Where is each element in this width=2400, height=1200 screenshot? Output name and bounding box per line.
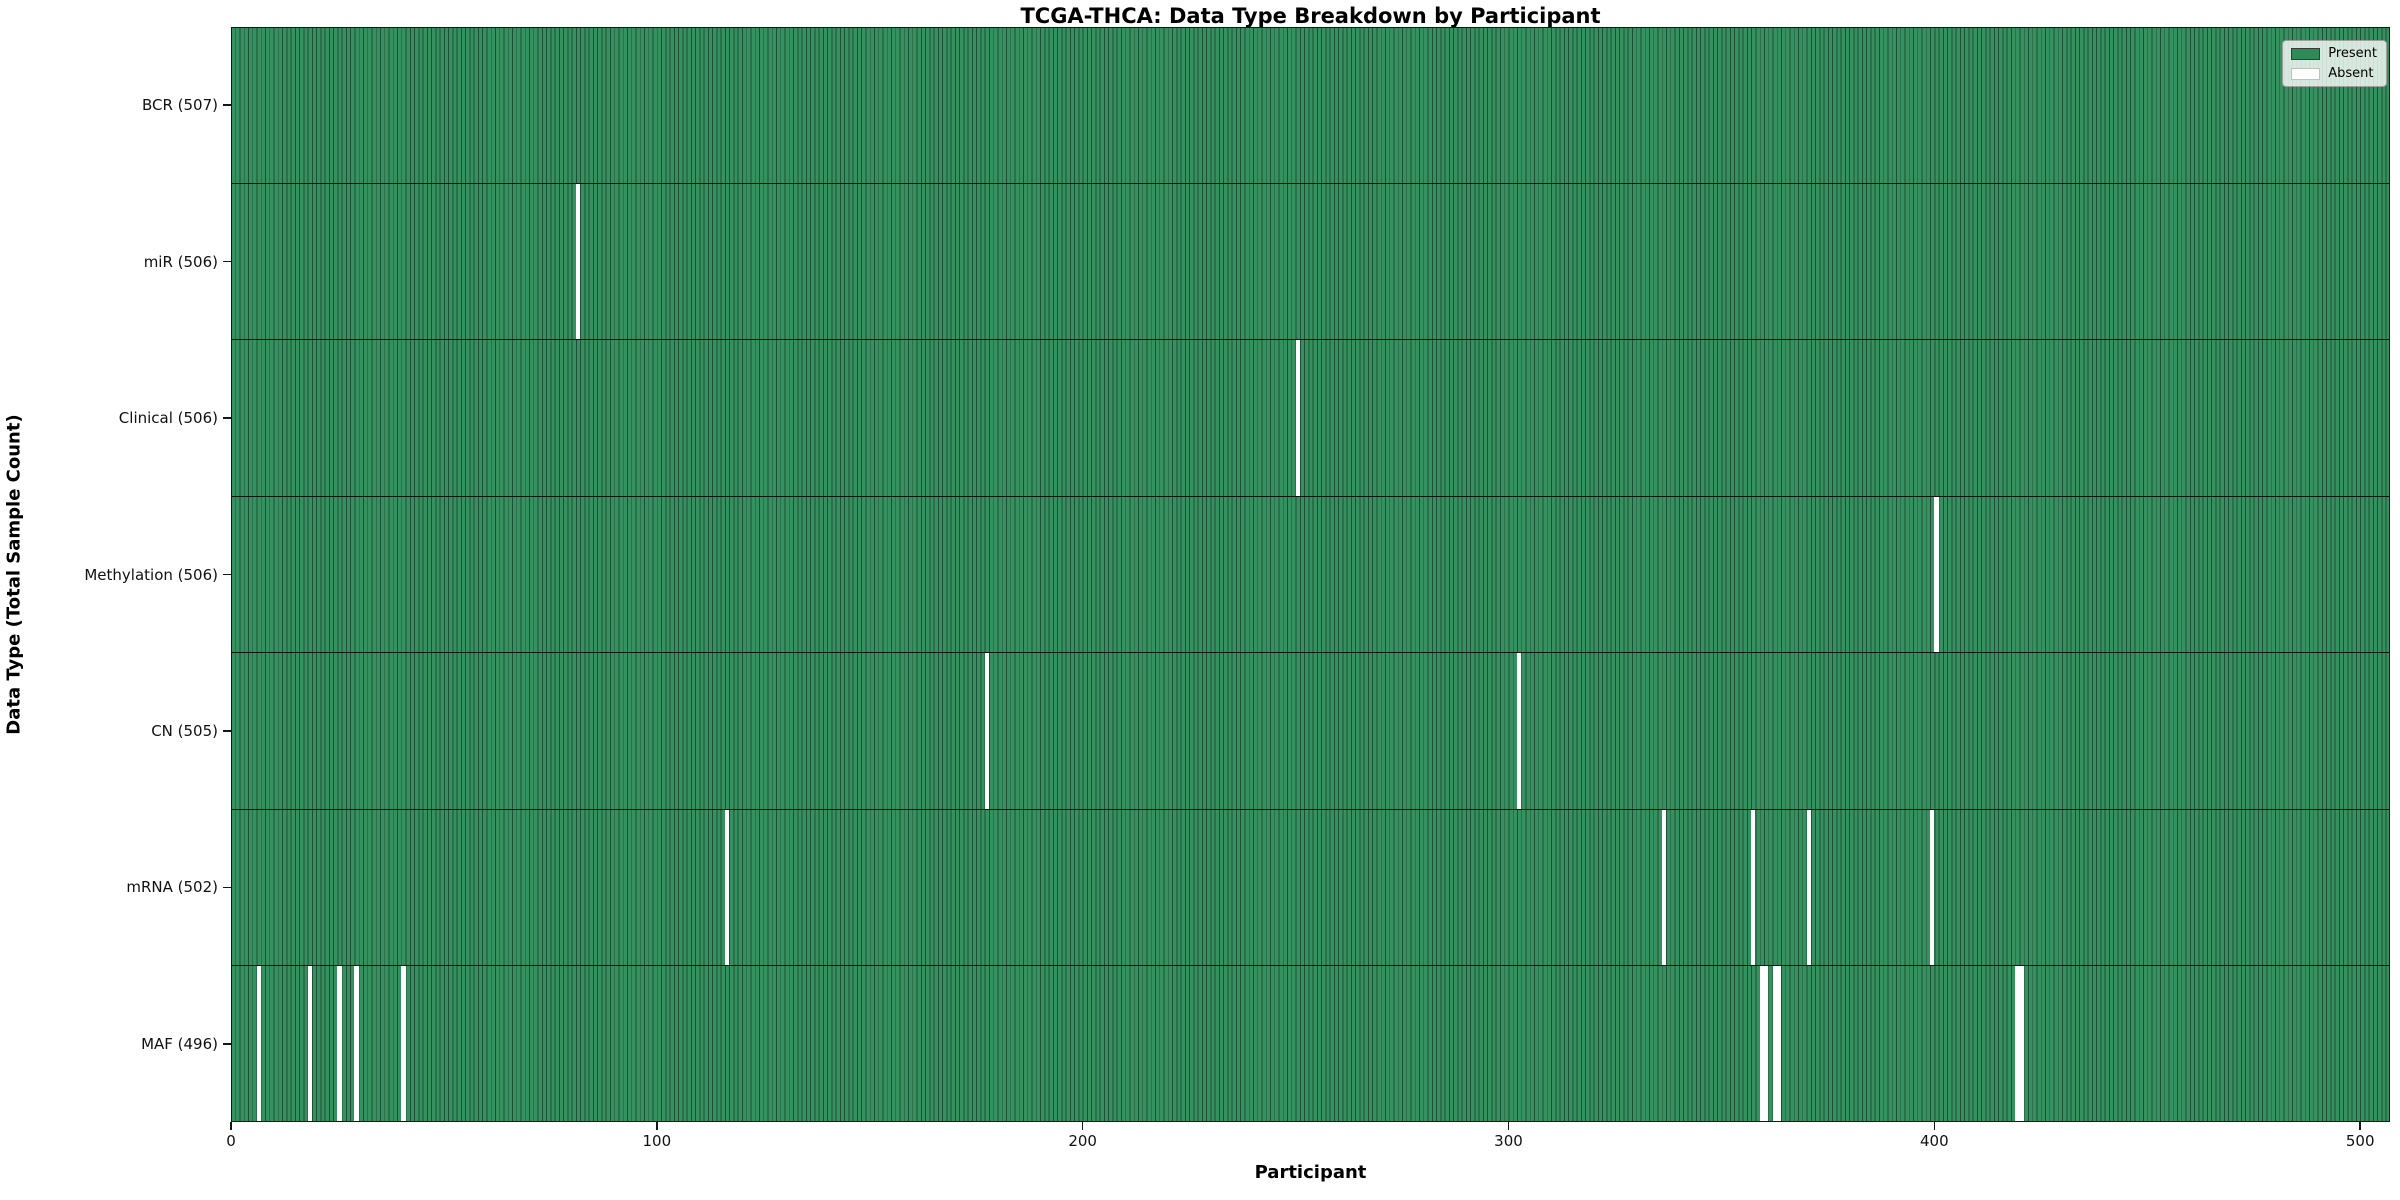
y-tick-label-bcr: BCR (507) [141, 96, 218, 115]
absent-gap [2019, 966, 2024, 1123]
absent-gap [1759, 966, 1764, 1123]
absent-gap [1776, 966, 1782, 1123]
x-tick-mark [230, 1122, 232, 1130]
present-swatch [2291, 47, 2321, 60]
y-tick-mark [223, 573, 231, 576]
heatmap-rows [231, 27, 2390, 1123]
x-tick-label: 0 [226, 1132, 236, 1150]
x-tick-mark [1081, 1122, 1084, 1130]
absent-swatch [2291, 67, 2321, 80]
y-tick-mark [223, 730, 231, 732]
absent-gap [256, 966, 261, 1123]
x-tick-label: 100 [642, 1132, 672, 1150]
absent-gap [337, 966, 342, 1123]
x-tick-label: 500 [2345, 1132, 2375, 1150]
chart-title: TCGA-THCA: Data Type Breakdown by Partic… [1020, 4, 1601, 28]
x-tick-mark [1507, 1122, 1510, 1130]
absent-gap [1295, 340, 1300, 496]
y-tick-label-mrna: mRNA (502) [126, 878, 218, 897]
legend-entry-present: Present [2291, 46, 2377, 61]
absent-gap [984, 653, 989, 809]
y-tick-mark [223, 1042, 231, 1045]
legend: Present Absent [2282, 40, 2387, 87]
absent-gap [307, 966, 312, 1123]
x-tick-mark [1933, 1122, 1936, 1130]
x-tick-label: 400 [1920, 1132, 1949, 1150]
legend-entry-absent: Absent [2291, 66, 2377, 81]
y-tick-mark [223, 886, 231, 889]
row-methylation [231, 495, 2390, 653]
row-bcr [231, 27, 2390, 183]
absent-gap [1764, 966, 1769, 1123]
y-tick-mark [223, 104, 231, 106]
absent-gap [2015, 966, 2020, 1123]
x-tick-label: 300 [1494, 1132, 1523, 1150]
row-cn [231, 652, 2390, 809]
absent-gap [354, 966, 359, 1123]
absent-gap [401, 966, 406, 1123]
absent-gap [1772, 966, 1777, 1123]
absent-gap [1930, 809, 1935, 966]
x-tick-label: 200 [1068, 1132, 1097, 1150]
absent-gap [1751, 809, 1756, 966]
row-maf [231, 965, 2390, 1123]
row-mir [231, 182, 2390, 340]
absent-gap [1934, 496, 1939, 653]
y-tick-label-maf: MAF (496) [141, 1034, 218, 1053]
absent-gap [724, 809, 730, 966]
y-tick-label-clinical: Clinical (506) [118, 409, 218, 428]
x-axis-label: Participant [1254, 1162, 1367, 1183]
legend-label-present: Present [2328, 46, 2377, 61]
y-tick-label-cn: CN (505) [151, 721, 218, 740]
absent-gap [1661, 809, 1667, 966]
legend-label-absent: Absent [2328, 66, 2374, 81]
row-clinical [231, 339, 2390, 496]
absent-gap [1806, 809, 1811, 966]
y-tick-label-mir: miR (506) [143, 252, 218, 271]
absent-gap [1517, 653, 1522, 809]
x-tick-mark [2359, 1122, 2361, 1130]
y-tick-label-methylation: Methylation (506) [84, 565, 218, 584]
y-tick-mark [223, 417, 231, 419]
row-mrna [231, 808, 2390, 966]
plot-area: Present Absent [231, 27, 2390, 1123]
y-tick-mark [223, 260, 231, 263]
x-tick-mark [656, 1122, 658, 1130]
absent-gap [575, 183, 581, 340]
